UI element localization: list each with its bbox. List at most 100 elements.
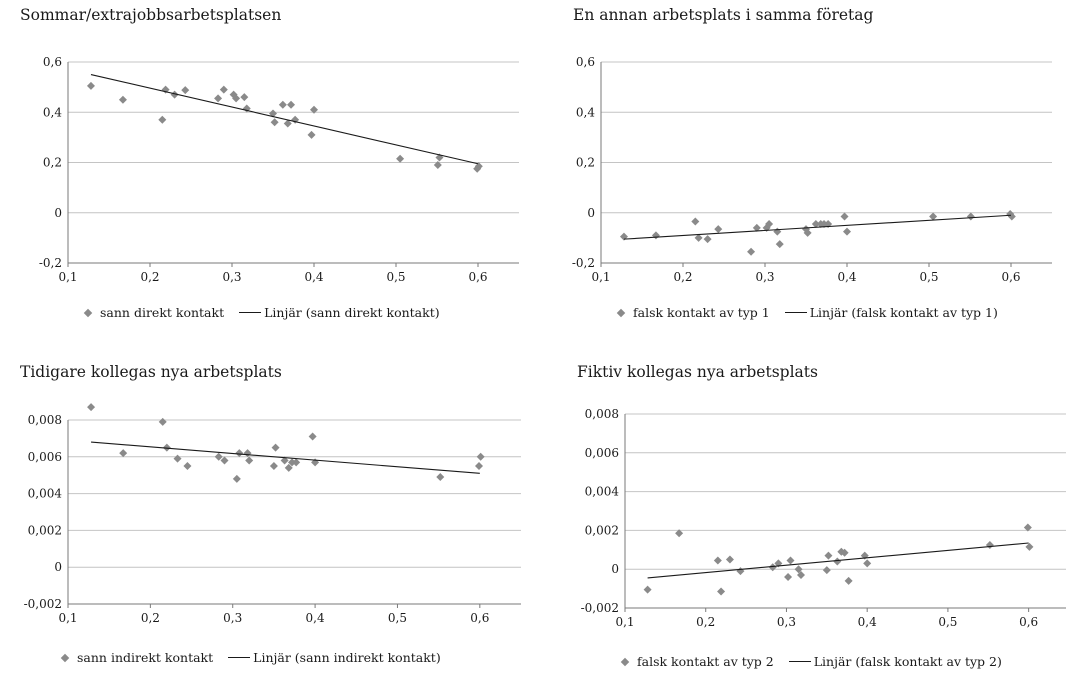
y-tick-label: 0,4: [43, 105, 62, 119]
data-point: [863, 559, 872, 568]
x-tick-label: 0,1: [58, 270, 77, 284]
line-marker-icon: [784, 312, 807, 313]
data-point: [240, 93, 249, 102]
chart-title: En annan arbetsplats i samma företag: [573, 6, 874, 24]
x-tick-label: 0,3: [222, 270, 241, 284]
data-point: [287, 100, 296, 109]
data-point: [796, 571, 805, 580]
data-point: [292, 458, 301, 467]
data-point: [784, 572, 793, 581]
data-point: [840, 212, 849, 221]
y-tick-label: -0,002: [581, 601, 619, 615]
y-tick-label: 0,006: [585, 446, 619, 460]
x-tick-label: 0,5: [938, 615, 957, 629]
data-point: [269, 462, 278, 470]
x-tick-label: 0,6: [1019, 615, 1038, 629]
y-tick-label: 0,002: [585, 523, 619, 537]
y-tick-label: -0,2: [39, 256, 62, 270]
x-tick-label: 0,6: [468, 270, 487, 284]
diamond-marker-icon: [620, 657, 630, 666]
data-point: [162, 443, 171, 452]
y-tick-label: 0: [587, 206, 595, 220]
y-tick-label: -0,2: [572, 256, 595, 270]
trend-line: [647, 542, 1029, 579]
legend-points-label: falsk kontakt av typ 1: [633, 305, 770, 320]
y-tick-label: 0,2: [43, 156, 62, 170]
data-point: [691, 217, 700, 226]
data-point: [474, 162, 483, 171]
data-point: [786, 556, 795, 565]
data-point: [1023, 523, 1032, 532]
data-point: [245, 456, 254, 465]
x-tick-label: 0,1: [615, 615, 634, 629]
data-point: [308, 432, 317, 441]
data-point: [811, 220, 820, 229]
line-marker-icon: [239, 312, 262, 313]
data-point: [280, 456, 289, 465]
data-point: [284, 463, 293, 472]
chart-plot: -0,002 0 0,002 0,004 0,006 0,008 0,1 0,2 0,3 0,4 0…: [581, 407, 1066, 629]
x-tick-label: 0,4: [858, 615, 877, 629]
data-point: [643, 585, 652, 594]
data-point: [183, 462, 192, 470]
data-point: [824, 551, 833, 560]
data-point: [220, 456, 229, 465]
data-point: [768, 563, 777, 572]
data-point: [433, 161, 442, 170]
y-tick-label: 0: [54, 206, 62, 220]
data-point: [278, 100, 287, 109]
data-point: [86, 81, 95, 90]
y-tick-label: 0: [54, 560, 62, 574]
x-tick-label: 0,4: [304, 270, 323, 284]
data-point: [747, 247, 756, 256]
legend-trend-label: Linjär (falsk kontakt av typ 2): [813, 654, 1002, 669]
data-point: [214, 94, 223, 103]
chart-legend: sann direkt kontakt Linjär (sann direkt …: [83, 305, 440, 320]
data-point: [820, 220, 829, 229]
data-point: [725, 555, 734, 564]
data-point: [170, 90, 179, 99]
data-point: [774, 559, 783, 568]
chart-legend: falsk kontakt av typ 1 Linjär (falsk kon…: [616, 305, 998, 320]
diamond-marker-icon: [60, 653, 70, 662]
chart-legend: falsk kontakt av typ 2 Linjär (falsk kon…: [620, 654, 1002, 669]
data-point: [219, 85, 228, 94]
data-point: [703, 235, 712, 244]
y-tick-label: 0,004: [28, 487, 63, 501]
y-tick-label: 0,4: [576, 105, 595, 119]
data-point: [736, 567, 745, 576]
data-point: [396, 154, 405, 163]
data-point: [158, 417, 167, 426]
x-tick-label: 0,5: [386, 270, 405, 284]
x-tick-label: 0,3: [223, 611, 242, 625]
x-tick-label: 0,1: [591, 270, 610, 284]
chart-plot: -0,002 0 0,002 0,004 0,006 0,008 0,1 0,2 0,3 0,4 0…: [24, 403, 521, 625]
data-point: [929, 212, 938, 221]
data-point: [694, 233, 703, 242]
data-point: [119, 449, 128, 458]
data-point: [118, 95, 127, 104]
data-point: [436, 473, 445, 482]
data-point: [775, 240, 784, 249]
data-point: [476, 452, 485, 461]
x-tick-label: 0,2: [140, 270, 159, 284]
x-tick-label: 0,2: [141, 611, 160, 625]
data-point: [214, 452, 223, 461]
x-tick-label: 0,4: [306, 611, 325, 625]
data-point: [822, 566, 831, 575]
data-point: [310, 105, 318, 114]
legend-points-label: falsk kontakt av typ 2: [637, 654, 774, 669]
legend-trend-label: Linjär (sann direkt kontakt): [264, 305, 440, 320]
y-tick-label: 0,006: [28, 450, 62, 464]
y-tick-label: 0,004: [585, 485, 620, 499]
data-point: [271, 443, 280, 452]
x-tick-label: 0,2: [696, 615, 715, 629]
data-point: [675, 529, 684, 538]
y-tick-label: 0,2: [576, 156, 595, 170]
y-tick-label: 0,008: [585, 407, 619, 421]
data-point: [714, 225, 723, 234]
y-tick-label: 0: [611, 562, 619, 576]
y-tick-label: 0,6: [576, 55, 595, 69]
x-tick-label: 0,6: [470, 611, 489, 625]
data-point: [843, 227, 851, 236]
